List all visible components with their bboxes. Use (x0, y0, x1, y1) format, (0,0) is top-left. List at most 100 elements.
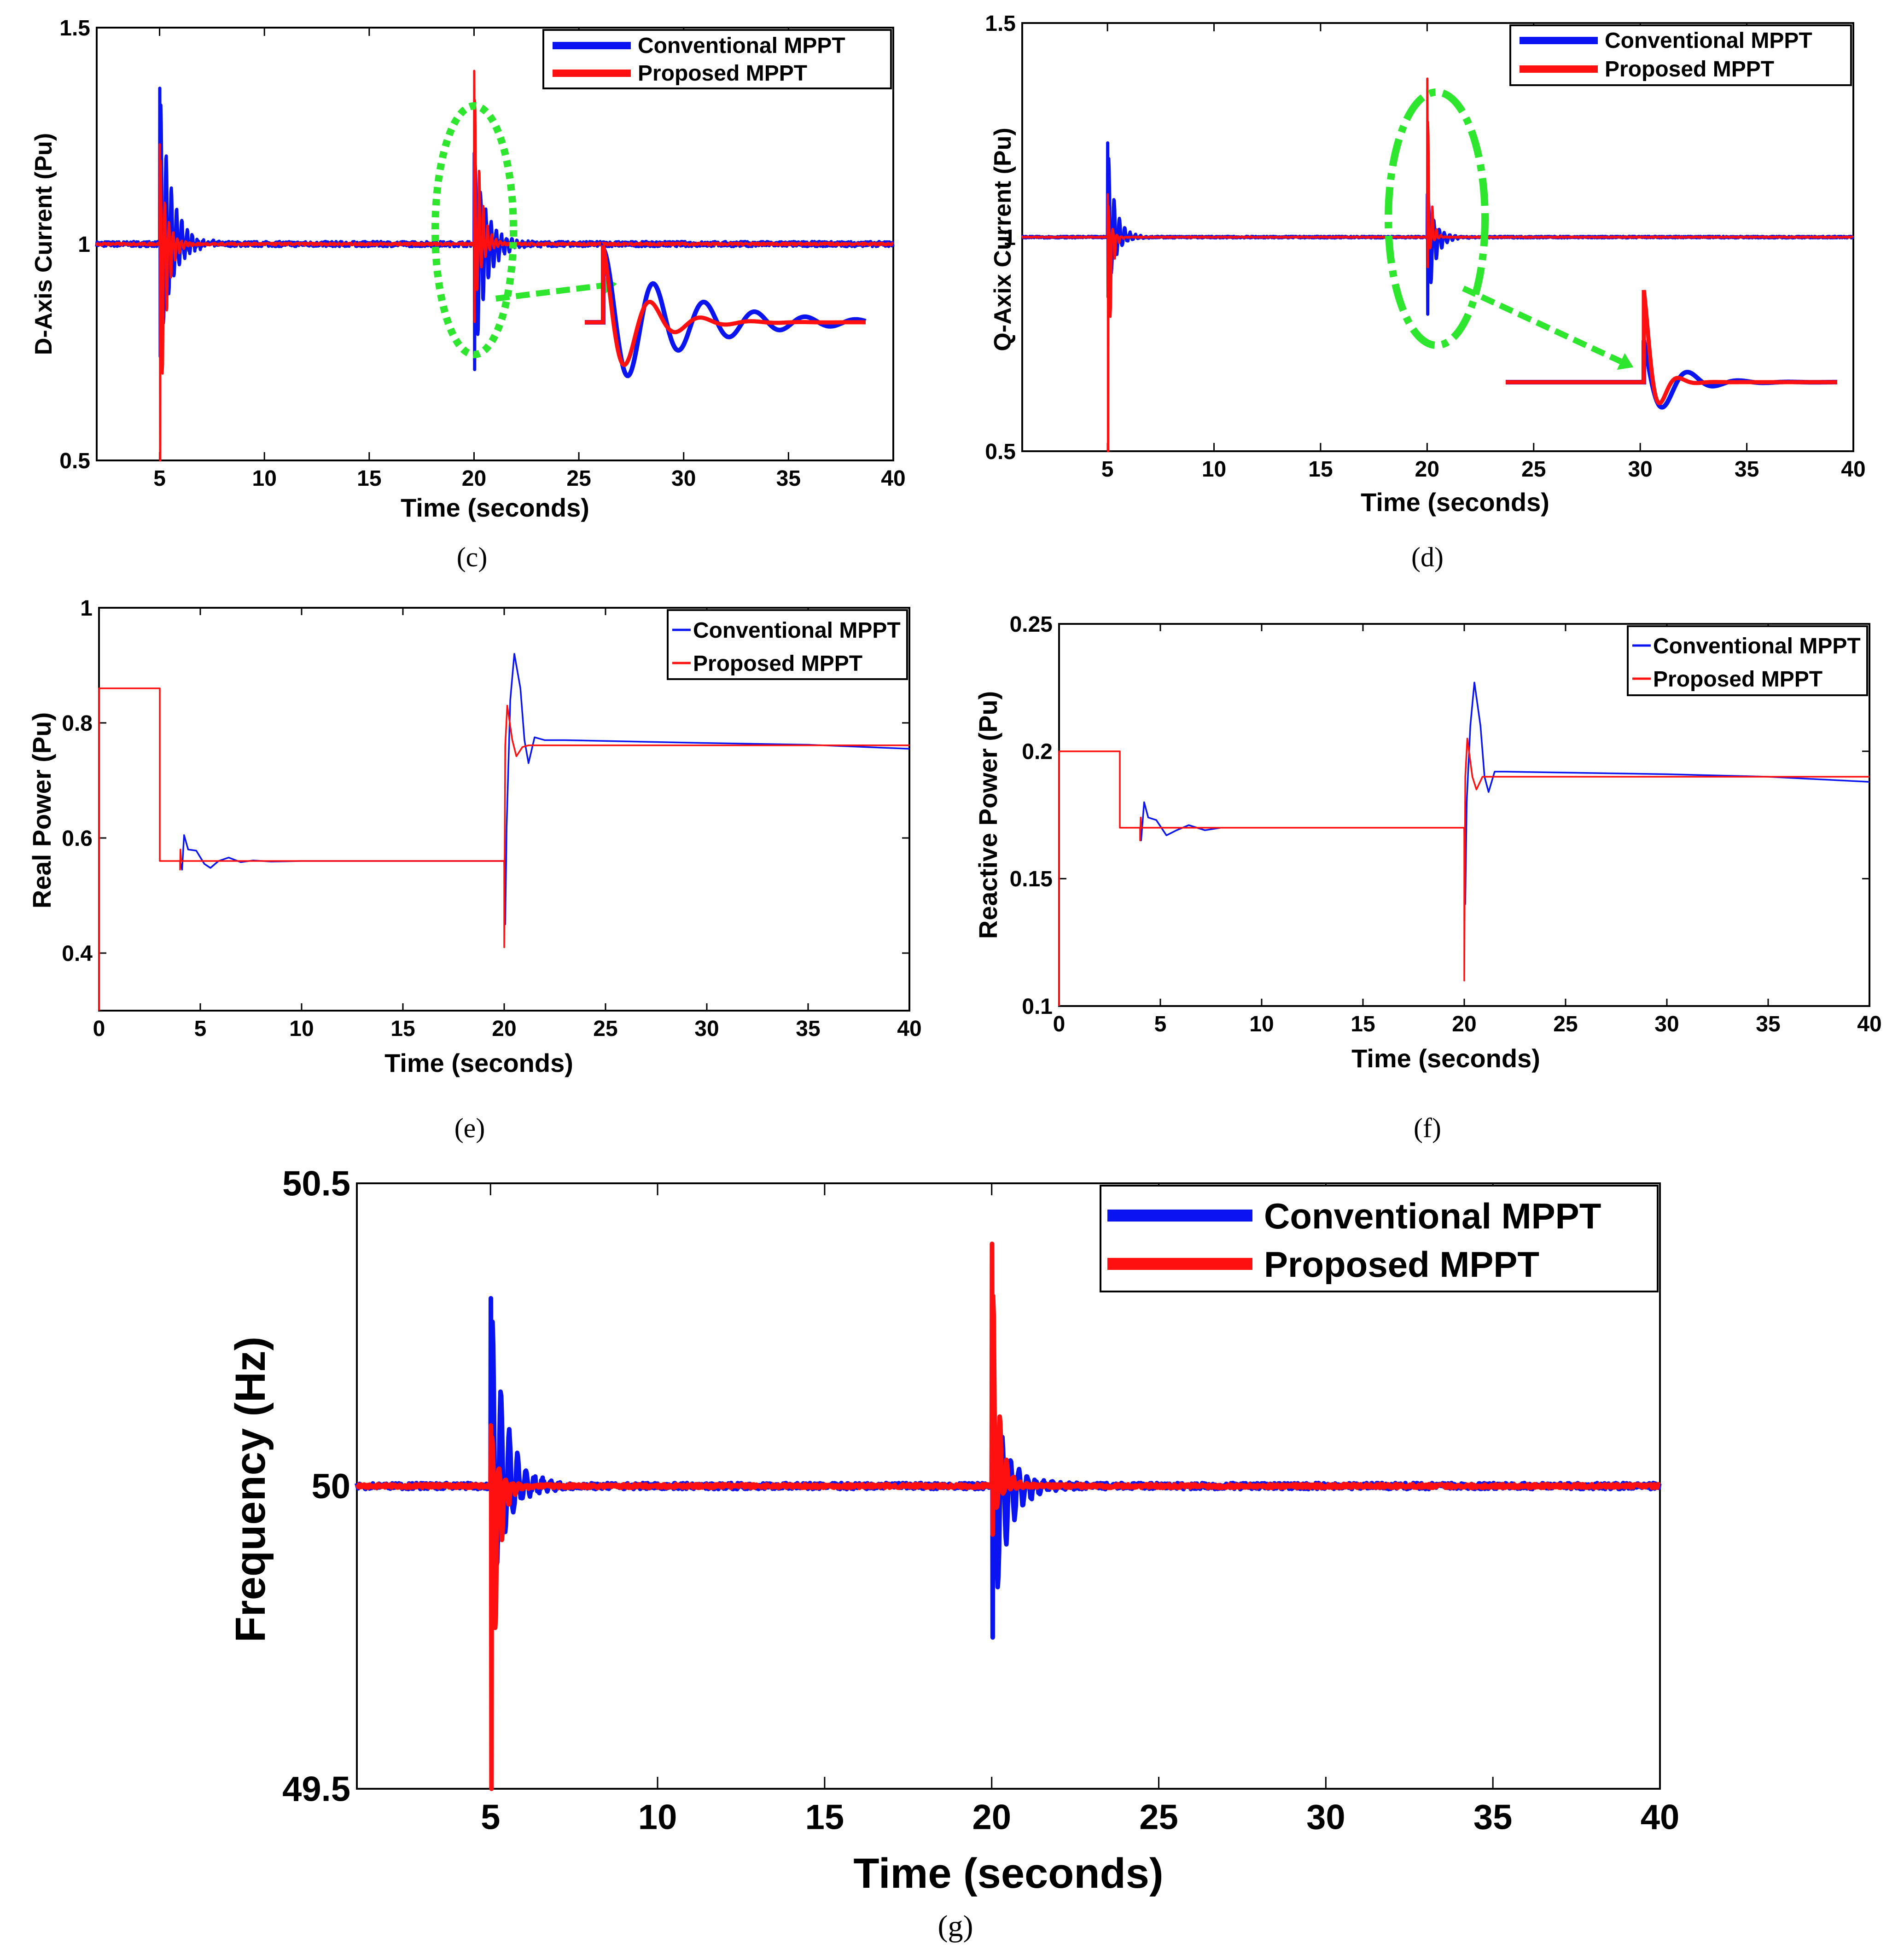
x-tick-label: 15 (1308, 457, 1333, 482)
y-tick-label: 1 (1003, 226, 1016, 250)
x-tick-label: 40 (897, 1017, 921, 1041)
y-tick-label: 1 (78, 233, 90, 257)
x-tick-label: 35 (776, 466, 801, 491)
caption-g: (g) (938, 1909, 973, 1943)
y-tick-label: 0.1 (1022, 995, 1053, 1019)
x-tick-label: 10 (289, 1017, 314, 1041)
x-tick-label: 20 (1452, 1012, 1476, 1036)
zoom-arrowhead (1617, 353, 1634, 370)
series-lines-c (95, 70, 895, 462)
y-tick-label: 0.8 (62, 711, 93, 736)
y-tick-label: 50.5 (282, 1164, 350, 1204)
x-tick-label: 10 (1202, 457, 1226, 482)
x-tick-label: 40 (1841, 457, 1865, 482)
x-tick-label: 40 (1641, 1798, 1680, 1837)
x-tick-label: 30 (1306, 1798, 1345, 1837)
y-tick-label: 50 (311, 1467, 350, 1506)
x-tick-label: 0 (93, 1017, 105, 1041)
ticks-e: 0 5 10 15 20 25 30 35 40 0.4 0.6 0.8 1 (62, 596, 921, 1041)
chart-panel-e: 0 5 10 15 20 25 30 35 40 0.4 0.6 0.8 1 Time (seconds… (27, 596, 922, 1143)
inset-line-proposed (1506, 290, 1837, 406)
y-tick-label: 0.5 (985, 440, 1016, 464)
x-tick-label: 30 (1628, 457, 1652, 482)
y-tick-label: 49.5 (282, 1770, 350, 1809)
ylabel-d: Q-Axix Current (Pu) (990, 128, 1016, 351)
zoom-annotation-c (431, 102, 867, 378)
y-tick-label: 0.15 (1010, 867, 1053, 891)
series-line-proposed (355, 1241, 1661, 1791)
xlabel-e: Time (seconds) (384, 1048, 573, 1077)
x-tick-label: 25 (593, 1017, 617, 1041)
x-tick-label: 15 (357, 466, 381, 491)
legend-f: Conventional MPPT Proposed MPPT (1627, 625, 1868, 696)
x-tick-label: 25 (1521, 457, 1546, 482)
legend-c: Conventional MPPT Proposed MPPT (542, 29, 892, 89)
x-tick-label: 5 (194, 1017, 207, 1041)
y-tick-label: 0.2 (1022, 739, 1053, 764)
series-line-proposed (98, 687, 909, 1011)
ticks-d: 5 10 15 20 25 30 35 40 0.5 1 1.5 (985, 12, 1865, 482)
ylabel-f: Reactive Power (Pu) (973, 691, 1002, 939)
legend-label-proposed-g: Proposed MPPT (1264, 1244, 1539, 1285)
x-tick-label: 20 (462, 466, 486, 491)
zoom-arrow (495, 282, 604, 302)
chart-panel-f: 0 5 10 15 20 25 30 35 40 0.1 0.15 0.2 0.25 Time (sec… (973, 612, 1882, 1143)
x-tick-label: 15 (390, 1017, 415, 1041)
xlabel-c: Time (seconds) (401, 493, 589, 522)
ylabel-e: Real Power (Pu) (27, 712, 56, 908)
x-tick-label: 20 (972, 1798, 1011, 1837)
series-line-proposed (95, 70, 894, 462)
legend-e: Conventional MPPT Proposed MPPT (667, 609, 908, 680)
x-tick-label: 40 (881, 466, 905, 491)
x-tick-label: 35 (1756, 1012, 1780, 1036)
x-tick-label: 5 (1101, 457, 1114, 482)
x-tick-label: 5 (481, 1798, 500, 1837)
legend-label-conventional-d: Conventional MPPT (1605, 29, 1812, 53)
x-tick-label: 30 (1654, 1012, 1679, 1036)
legend-g: Conventional MPPT Proposed MPPT (1100, 1185, 1659, 1292)
x-tick-label: 30 (671, 466, 696, 491)
series-lines-d (1021, 77, 1855, 453)
x-tick-label: 20 (492, 1017, 516, 1041)
x-tick-label: 30 (694, 1017, 719, 1041)
y-tick-label: 0.5 (59, 449, 90, 473)
legend-label-proposed-f: Proposed MPPT (1653, 667, 1822, 692)
y-tick-label: 0.6 (62, 826, 93, 851)
legend-label-conventional-g: Conventional MPPT (1264, 1196, 1601, 1236)
x-tick-label: 35 (796, 1017, 820, 1041)
x-tick-label: 25 (1553, 1012, 1578, 1036)
x-tick-label: 35 (1473, 1798, 1513, 1837)
y-tick-label: 0.4 (62, 942, 93, 966)
legend-label-conventional-c: Conventional MPPT (638, 34, 845, 58)
series-line-proposed (1021, 77, 1854, 453)
x-tick-label: 35 (1735, 457, 1759, 482)
x-tick-label: 10 (1249, 1012, 1274, 1036)
y-tick-label: 0.25 (1010, 612, 1053, 637)
x-tick-label: 15 (805, 1798, 844, 1837)
x-tick-label: 5 (1154, 1012, 1167, 1036)
zoom-arrow (1462, 285, 1622, 364)
x-tick-label: 10 (638, 1798, 677, 1837)
x-tick-label: 20 (1415, 457, 1439, 482)
y-tick-label: 1 (80, 596, 93, 621)
legend-d: Conventional MPPT Proposed MPPT (1509, 24, 1852, 86)
legend-label-conventional-f: Conventional MPPT (1653, 634, 1861, 658)
x-tick-label: 25 (566, 466, 591, 491)
caption-d: (d) (1411, 542, 1444, 572)
caption-e: (e) (454, 1113, 485, 1143)
highlight-ellipse (1385, 88, 1489, 349)
caption-f: (f) (1414, 1113, 1441, 1143)
series-lines-g (355, 1241, 1662, 1791)
series-lines-f (1058, 681, 1870, 1006)
y-tick-label: 1.5 (59, 16, 90, 41)
ticks-f: 0 5 10 15 20 25 30 35 40 0.1 0.15 0.2 0.25 (1010, 612, 1882, 1036)
ticks-c: 5 10 15 20 25 30 35 40 0.5 1 1.5 (59, 16, 905, 491)
x-tick-label: 10 (252, 466, 277, 491)
ylabel-g: Frequency (Hz) (227, 1337, 274, 1643)
chart-panel-d: 5 10 15 20 25 30 35 40 0.5 1 1.5 Time (seconds) Q-… (985, 12, 1865, 572)
inset-line-proposed (585, 245, 866, 367)
legend-label-proposed-d: Proposed MPPT (1605, 57, 1774, 81)
y-tick-label: 1.5 (985, 12, 1016, 36)
xlabel-d: Time (seconds) (1361, 488, 1549, 517)
